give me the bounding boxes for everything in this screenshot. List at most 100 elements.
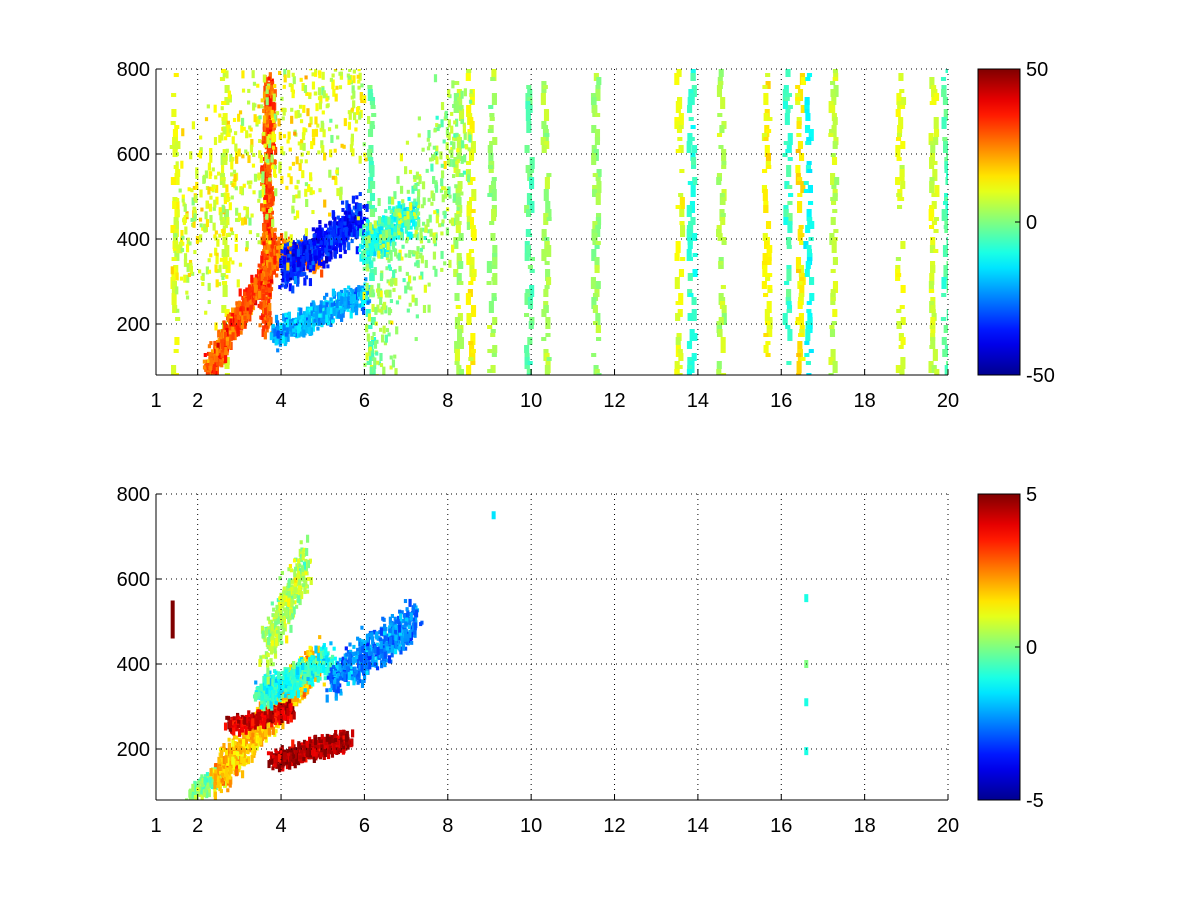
heatmap-cell [930, 337, 936, 349]
heatmap-cell [170, 225, 176, 233]
heatmap-cell [470, 277, 476, 281]
heatmap-cell [805, 113, 811, 121]
heatmap-cell [232, 318, 236, 327]
heatmap-cell [897, 125, 903, 133]
heatmap-cell [297, 141, 301, 146]
heatmap-cell [218, 207, 222, 216]
heatmap-cell [380, 254, 384, 259]
heatmap-cell [365, 203, 369, 212]
heatmap-cell [207, 369, 211, 374]
heatmap-cell [463, 88, 467, 97]
heatmap-cell [458, 369, 465, 375]
heatmap-cell [260, 98, 264, 103]
heatmap-cell [289, 242, 293, 247]
heatmap-cell [245, 287, 249, 296]
heatmap-cell [374, 380, 377, 384]
heatmap-cell [209, 362, 213, 371]
heatmap-cell [439, 188, 444, 193]
heatmap-cell [380, 248, 385, 257]
heatmap-cell [316, 235, 320, 244]
heatmap-cell [366, 300, 370, 305]
heatmap-cell [441, 194, 445, 203]
heatmap-cell [257, 263, 261, 268]
heatmap-cell [254, 274, 259, 279]
heatmap-cell [280, 249, 284, 254]
heatmap-cell [344, 236, 348, 241]
heatmap-cell [929, 345, 935, 349]
heatmap-cell [946, 281, 948, 293]
heatmap-cell [303, 277, 307, 286]
heatmap-cell [381, 215, 386, 224]
heatmap-cell [292, 328, 296, 333]
heatmap-cell [211, 350, 215, 359]
heatmap-cell [366, 231, 370, 240]
heatmap-cell [427, 304, 431, 313]
heatmap-cell [370, 369, 376, 375]
heatmap-cell [595, 313, 601, 325]
heatmap-cell [186, 237, 190, 246]
heatmap-cell [322, 311, 326, 320]
heatmap-cell [420, 271, 424, 280]
heatmap-cell [460, 23, 463, 31]
heatmap-cell [174, 249, 180, 261]
heatmap-cell [286, 139, 290, 144]
heatmap-cell [804, 269, 810, 277]
heatmap-cell [308, 278, 313, 287]
heatmap-cell [272, 338, 276, 343]
heatmap-cell [258, 115, 262, 120]
heatmap-cell [488, 185, 494, 197]
heatmap-cell [831, 97, 837, 105]
heatmap-cell [370, 105, 376, 109]
heatmap-cell [343, 287, 347, 292]
heatmap-cell [348, 42, 351, 50]
heatmap-cell [341, 231, 345, 240]
heatmap-cell [331, 240, 335, 245]
heatmap-cell [720, 337, 726, 349]
heatmap-cell [716, 369, 722, 375]
heatmap-cell [460, 120, 464, 125]
heatmap-cell [295, 156, 299, 165]
heatmap-cell [417, 133, 421, 138]
heatmap-cell [406, 215, 411, 224]
heatmap-cell [943, 109, 948, 121]
heatmap-cell [235, 306, 239, 315]
heatmap-cell [450, 217, 455, 226]
heatmap-cell [173, 373, 179, 375]
heatmap-cell [299, 159, 303, 164]
heatmap-cell [331, 210, 335, 219]
heatmap-cell [410, 218, 414, 223]
heatmap-cell [231, 307, 235, 316]
heatmap-cell [804, 341, 810, 345]
heatmap-cell [280, 283, 284, 288]
heatmap-cell [362, 249, 366, 258]
heatmap-cell [692, 333, 698, 341]
heatmap-cell [325, 104, 329, 109]
heatmap-cell [427, 282, 431, 287]
heatmap-cell [418, 275, 422, 280]
heatmap-cell [270, 154, 274, 163]
heatmap-cell [204, 170, 209, 179]
heatmap-cell [351, 148, 355, 157]
heatmap-cell [222, 320, 226, 325]
heatmap-cell [797, 341, 803, 353]
heatmap-cell [276, 332, 280, 337]
heatmap-cell [252, 152, 256, 157]
heatmap-cell [490, 329, 496, 333]
heatmap-cell [371, 365, 377, 369]
heatmap-cell [261, 319, 266, 324]
heatmap-cell [318, 250, 322, 259]
heatmap-cell [266, 277, 270, 286]
heatmap-cell [174, 125, 180, 129]
heatmap-cell [456, 137, 462, 149]
heatmap-cell [246, 306, 250, 311]
heatmap-cell [805, 329, 811, 341]
heatmap-cell [397, 208, 401, 217]
heatmap-cell [368, 251, 373, 256]
heatmap-cell [298, 163, 302, 172]
heatmap-cell [192, 185, 196, 190]
heatmap-cell [223, 322, 227, 331]
heatmap-cell [294, 244, 299, 253]
heatmap-cell [263, 168, 267, 173]
heatmap-cell [241, 70, 245, 79]
heatmap-cell [830, 89, 836, 97]
